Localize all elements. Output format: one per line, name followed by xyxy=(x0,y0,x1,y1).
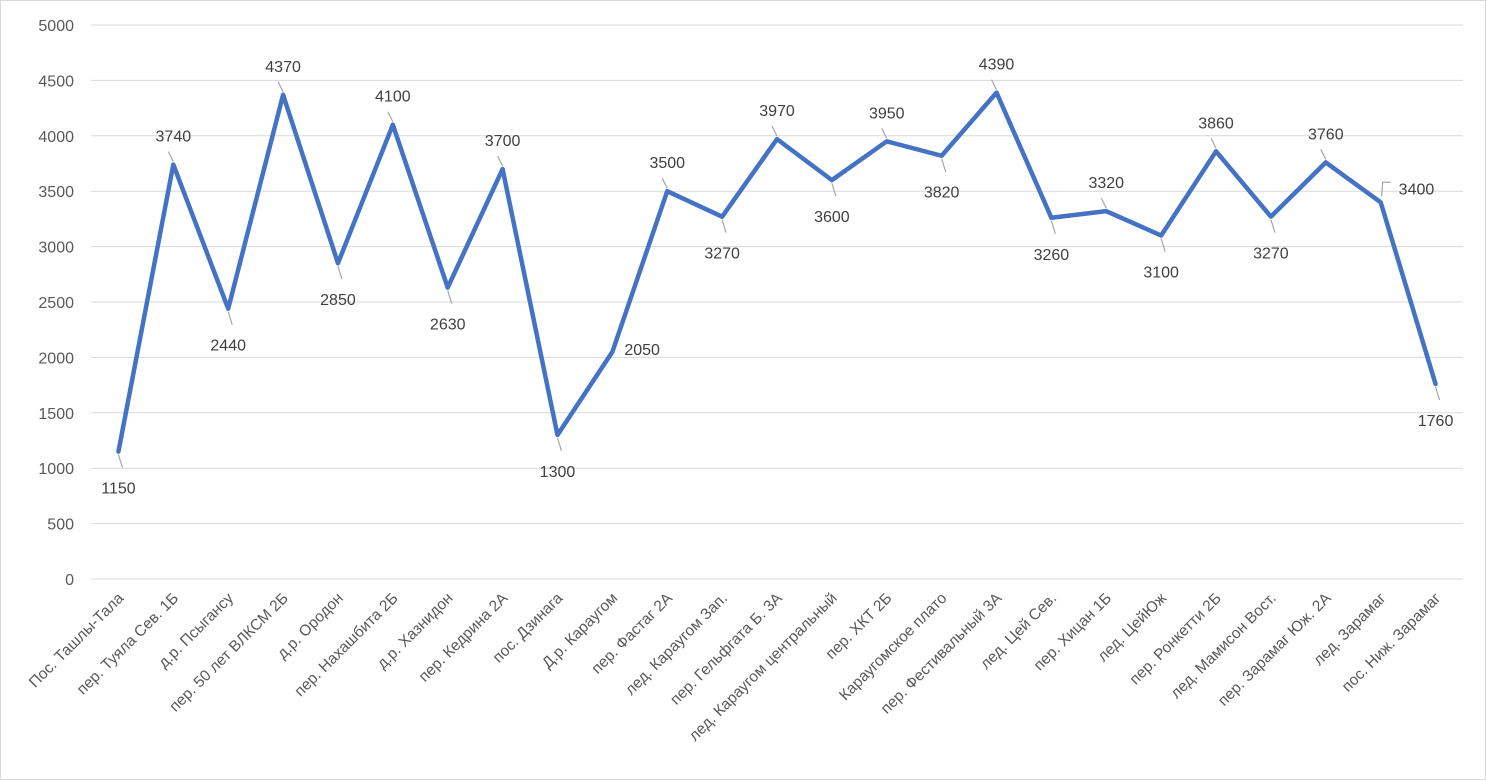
data-label: 3820 xyxy=(924,185,960,202)
data-labels: 1150 3740 2440 4370 2850 4100 2630 3700 1300 2050… xyxy=(101,57,1453,498)
leader-line xyxy=(1381,181,1391,197)
leader-line xyxy=(771,125,778,137)
y-axis-tick-labels: 0 500 1000 1500 2000 2500 3000 3500 4000 4500 5000 xyxy=(38,18,74,589)
leader-line xyxy=(831,182,837,197)
x-category-label: пер. Нахашбита 2Б xyxy=(291,590,401,700)
y-tick-label: 4500 xyxy=(38,73,74,90)
data-label-leader-lines xyxy=(117,79,1441,468)
data-label: 3270 xyxy=(704,246,740,263)
leader-line xyxy=(227,311,233,325)
data-label: 3860 xyxy=(1198,115,1234,132)
leader-line xyxy=(337,266,343,280)
y-tick-label: 0 xyxy=(65,572,74,589)
x-category-label: лед. Мамисон Вост. xyxy=(1167,590,1279,702)
series-line-group xyxy=(116,90,1438,454)
data-label: 3740 xyxy=(156,129,192,146)
y-tick-label: 5000 xyxy=(38,18,74,35)
y-tick-label: 1000 xyxy=(38,461,74,478)
data-label: 3950 xyxy=(869,105,905,122)
leader-line xyxy=(661,177,668,189)
data-label: 3400 xyxy=(1399,181,1435,198)
leader-line xyxy=(941,158,947,172)
data-label: 3970 xyxy=(759,103,795,120)
data-label: 1760 xyxy=(1418,413,1454,430)
x-category-label: пер. Ронкетти 2Б xyxy=(1127,590,1225,688)
leader-line xyxy=(277,81,284,93)
data-label: 2050 xyxy=(624,342,660,359)
leader-line xyxy=(721,219,727,233)
x-category-label: Караугомское плато xyxy=(836,590,950,704)
data-label: 3100 xyxy=(1143,265,1179,282)
leader-line xyxy=(1210,138,1217,149)
leader-line xyxy=(1160,238,1166,252)
data-label: 3500 xyxy=(649,155,685,172)
x-category-label: пос. Ниж. Зарамаг xyxy=(1339,590,1445,696)
leader-line xyxy=(167,151,174,162)
y-tick-label: 2000 xyxy=(38,350,74,367)
y-tick-label: 1500 xyxy=(38,406,74,423)
leader-line xyxy=(1270,219,1276,233)
leader-line xyxy=(1434,386,1441,401)
leader-line xyxy=(1050,220,1056,234)
series-line xyxy=(116,90,1438,454)
leader-line xyxy=(497,155,504,167)
data-label: 4370 xyxy=(265,59,301,76)
data-label: 3760 xyxy=(1308,126,1344,143)
data-label: 3700 xyxy=(485,133,521,150)
y-tick-label: 2500 xyxy=(38,295,74,312)
leader-line xyxy=(1100,197,1107,209)
leader-line xyxy=(881,128,888,139)
x-category-label: Пос. Ташлы-Тала xyxy=(26,590,128,692)
data-label: 4390 xyxy=(979,57,1015,74)
y-tick-label: 3500 xyxy=(38,184,74,201)
data-label: 3260 xyxy=(1034,247,1070,264)
x-category-label: пер. Туяла Сев. 1Б xyxy=(74,590,182,698)
data-label: 4100 xyxy=(375,89,411,106)
x-category-label: лед. Караугом Зап. xyxy=(622,590,731,699)
leader-line xyxy=(447,290,453,304)
data-label: 2850 xyxy=(320,292,356,309)
data-label: 3270 xyxy=(1253,246,1289,263)
leader-line xyxy=(556,437,563,452)
data-label: 3600 xyxy=(814,209,850,226)
data-label: 1300 xyxy=(540,464,576,481)
leader-line xyxy=(387,111,394,122)
leader-line xyxy=(1320,149,1327,160)
y-tick-label: 4000 xyxy=(38,129,74,146)
data-label: 2440 xyxy=(210,338,246,355)
data-label: 3320 xyxy=(1088,175,1124,192)
leader-line xyxy=(117,454,124,468)
leader-line xyxy=(990,79,998,90)
data-label: 2630 xyxy=(430,317,466,334)
y-tick-label: 3000 xyxy=(38,240,74,257)
data-label: 1150 xyxy=(101,481,136,498)
y-tick-label: 500 xyxy=(47,517,74,534)
